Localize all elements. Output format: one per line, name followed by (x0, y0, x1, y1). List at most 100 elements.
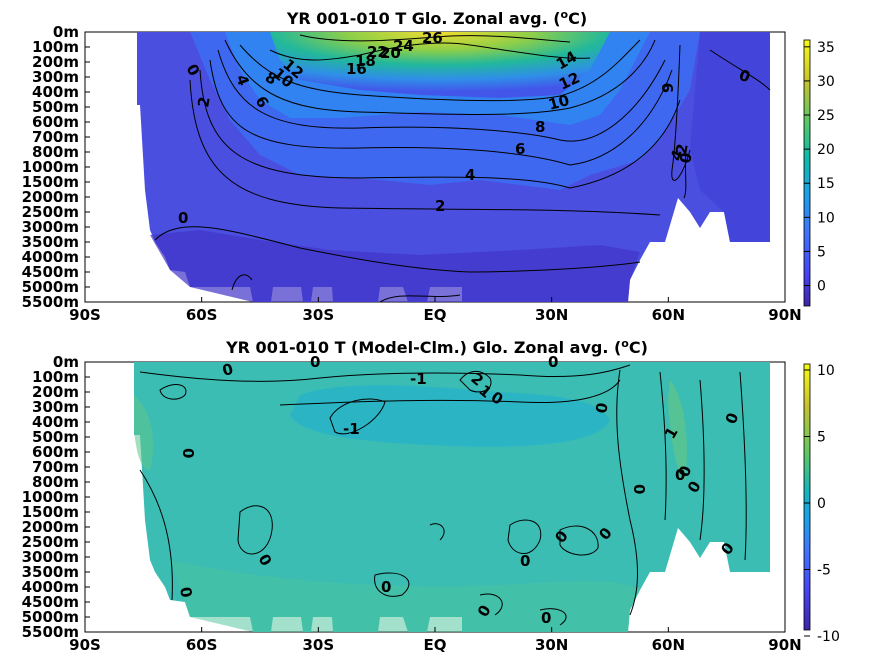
y-tick-label: 400m (32, 413, 79, 431)
colorbar-tick-label: 20 (817, 142, 835, 158)
bottom-x-axis: 90S 60S 30S EQ 30N 60N 90N (69, 627, 802, 654)
colorbar-tick-label: 30 (817, 74, 835, 90)
y-tick-label: 2000m (22, 518, 79, 536)
contour-label-6b: 6 (515, 140, 525, 158)
top-x-axis: 90S 60S 30S EQ 30N 60N 90N (69, 297, 802, 324)
y-tick-label: 4500m (22, 263, 79, 281)
x-tick-label: 90N (768, 306, 801, 324)
y-tick-label: 600m (32, 443, 79, 461)
colorbar-tick-label: -10 (817, 629, 840, 645)
contour-line (159, 384, 187, 400)
y-tick-label: 5000m (22, 608, 79, 626)
top-warm-pool (270, 32, 610, 98)
bottom-contour-lines (139, 364, 747, 626)
y-tick-label: 5000m (22, 278, 79, 296)
contour-line (479, 593, 503, 616)
contour-line (429, 523, 445, 541)
y-tick-label: 500m (32, 98, 79, 116)
colorbar-tick-label: -5 (817, 563, 831, 579)
contour-line (459, 371, 492, 393)
contour-label-20: 20 (380, 44, 401, 62)
x-tick-label: EQ (424, 636, 447, 654)
contour-label-10b: 10 (546, 91, 571, 114)
y-tick-label: 1500m (22, 173, 79, 191)
colorbar-tick-label: 10 (817, 363, 835, 379)
bottom-ocean-field (134, 362, 770, 632)
colorbar-tick-label: 5 (817, 430, 826, 446)
contour-label-0f: 0 (592, 401, 612, 414)
bottom-deep-anomaly (170, 560, 640, 632)
contour-label-16: 16 (346, 60, 367, 78)
y-tick-label: 800m (32, 473, 79, 491)
y-tick-label: 1000m (22, 158, 79, 176)
y-tick-label: 1500m (22, 503, 79, 521)
contour-line (209, 59, 673, 166)
top-contour-lines (154, 34, 771, 303)
colorbar-tick-label: 35 (817, 40, 835, 56)
contour-line (217, 49, 666, 142)
y-tick-label: 700m (32, 128, 79, 146)
contour-label-0o: 0 (520, 552, 530, 570)
y-tick-label: 100m (32, 368, 79, 386)
bottom-warm-anomaly-west (134, 395, 154, 470)
contour-line (507, 519, 542, 554)
y-tick-label: 200m (32, 53, 79, 71)
contour-label-0n: 0 (381, 578, 391, 596)
contour-label-0m: 0 (176, 586, 196, 599)
contour-label-2b: 2 (435, 197, 445, 215)
y-tick-label: 800m (32, 143, 79, 161)
y-tick-label: 300m (32, 398, 79, 416)
x-tick-label: 30N (535, 636, 568, 654)
top-colorbar-ticks: 35 30 25 20 15 10 5 0 (804, 40, 835, 295)
top-chart-title: YR 001-010 T Glo. Zonal avg. (oC) (286, 8, 587, 28)
contour-line (539, 608, 567, 626)
contour-line (189, 79, 661, 216)
y-tick-label: 5500m (22, 623, 79, 641)
bottom-colorbar (803, 363, 811, 631)
y-tick-label: 4500m (22, 593, 79, 611)
contour-label-9: 9 (659, 83, 677, 93)
contour-line (299, 34, 571, 43)
y-tick-label: 2500m (22, 203, 79, 221)
contour-line (139, 364, 631, 382)
contour-label-4b: 4 (465, 166, 475, 184)
bottom-chart-title: YR 001-010 T (Model-Clm.) Glo. Zonal avg… (225, 337, 648, 357)
y-tick-label: 5500m (22, 293, 79, 311)
contour-label-minus1b: -1 (410, 370, 427, 388)
contour-line (279, 379, 621, 406)
contour-line (154, 226, 641, 273)
contour-label-8b: 8 (535, 118, 545, 136)
y-tick-label: 2000m (22, 188, 79, 206)
x-tick-label: 60S (186, 636, 218, 654)
bottom-warm-anomaly-east (668, 380, 687, 480)
contour-label-22: 22 (367, 43, 388, 61)
contour-line (559, 525, 599, 556)
y-tick-label: 3500m (22, 563, 79, 581)
top-colorbar (803, 39, 811, 307)
y-tick-label: 700m (32, 458, 79, 476)
contour-line (139, 469, 173, 601)
contour-line (699, 379, 705, 541)
contour-label-0t: 0 (541, 609, 551, 627)
contour-label-26: 26 (422, 29, 443, 47)
y-tick-label: 400m (32, 83, 79, 101)
y-tick-label: 600m (32, 113, 79, 131)
x-tick-label: 30N (535, 306, 568, 324)
y-tick-label: 0m (53, 23, 79, 41)
bottom-y-axis: 0m100m200m300m400m500m600m700m800m1000m1… (22, 353, 90, 641)
contour-label-0b: 0 (178, 209, 188, 227)
colorbar-tick-label: 0 (817, 496, 826, 512)
y-tick-label: 0m (53, 353, 79, 371)
contour-label-24: 24 (393, 37, 414, 55)
contour-label-0e: 0 (179, 448, 197, 458)
contour-line (379, 294, 461, 303)
contour-line (237, 505, 273, 555)
y-tick-label: 1000m (22, 488, 79, 506)
top-y-axis: 0m100m200m300m400m500m600m700m800m1000m1… (22, 23, 90, 311)
contour-line (683, 149, 687, 199)
y-tick-label: 300m (32, 68, 79, 86)
x-tick-label: 90S (69, 636, 101, 654)
contour-line (269, 42, 591, 61)
colorbar-tick-label: 15 (817, 176, 835, 192)
